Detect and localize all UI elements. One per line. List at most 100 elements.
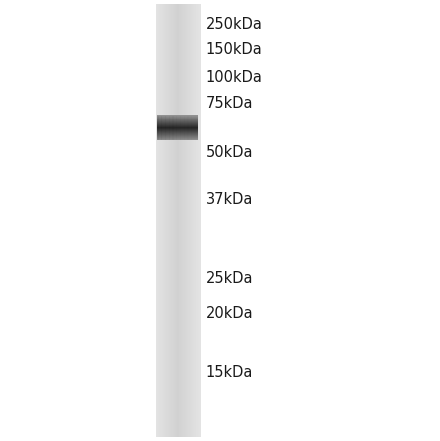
Bar [178, 4, 179, 437]
Bar [194, 116, 196, 140]
Bar [157, 137, 198, 138]
Bar [167, 116, 169, 140]
Text: 75kDa: 75kDa [206, 96, 253, 111]
Bar [165, 116, 167, 140]
Text: 250kDa: 250kDa [206, 17, 263, 32]
Bar [157, 120, 198, 121]
Bar [164, 116, 166, 140]
Bar [179, 4, 180, 437]
Bar [157, 4, 158, 437]
Bar [197, 4, 198, 437]
Bar [198, 4, 199, 437]
Bar [157, 123, 198, 124]
Bar [170, 4, 171, 437]
Bar [181, 4, 182, 437]
Text: 37kDa: 37kDa [206, 192, 253, 207]
Bar [157, 139, 198, 140]
Bar [176, 4, 177, 437]
Bar [190, 4, 191, 437]
Bar [190, 116, 192, 140]
Text: 150kDa: 150kDa [206, 42, 263, 57]
Bar [193, 4, 194, 437]
Bar [196, 4, 197, 437]
Bar [168, 4, 169, 437]
Bar [157, 133, 198, 135]
Bar [160, 116, 161, 140]
Bar [169, 4, 170, 437]
Bar [157, 138, 198, 139]
Bar [161, 4, 162, 437]
Bar [157, 136, 198, 137]
Bar [172, 116, 174, 140]
Bar [177, 4, 179, 437]
Bar [194, 4, 195, 437]
Bar [194, 4, 195, 437]
Bar [157, 117, 198, 118]
Bar [187, 116, 189, 140]
Bar [159, 4, 160, 437]
Bar [157, 130, 198, 131]
Text: 15kDa: 15kDa [206, 365, 253, 380]
Bar [199, 4, 200, 437]
Bar [179, 116, 181, 140]
Bar [184, 4, 185, 437]
Bar [182, 116, 183, 140]
Bar [192, 4, 193, 437]
Bar [162, 4, 164, 437]
Bar [175, 4, 176, 437]
Bar [171, 4, 172, 437]
Bar [191, 4, 192, 437]
Bar [174, 4, 176, 437]
Bar [165, 4, 167, 437]
Bar [191, 116, 193, 140]
Bar [157, 127, 198, 128]
Bar [157, 134, 198, 135]
Bar [157, 122, 198, 123]
Bar [187, 4, 188, 437]
Bar [195, 4, 196, 437]
Bar [173, 4, 175, 437]
Bar [157, 116, 159, 140]
Bar [161, 116, 163, 140]
Bar [157, 127, 198, 128]
Bar [157, 138, 198, 139]
Bar [172, 4, 173, 437]
Bar [157, 128, 198, 129]
Bar [157, 126, 198, 127]
Bar [157, 124, 198, 125]
Bar [168, 116, 170, 140]
Bar [159, 4, 161, 437]
Bar [157, 123, 198, 124]
Bar [180, 116, 182, 140]
Bar [157, 131, 198, 132]
Bar [157, 131, 198, 132]
Text: 50kDa: 50kDa [206, 145, 253, 160]
Bar [163, 4, 165, 437]
Bar [157, 129, 198, 130]
Bar [158, 4, 159, 437]
Bar [197, 4, 198, 437]
Bar [180, 4, 181, 437]
Bar [161, 4, 163, 437]
Bar [157, 116, 198, 117]
Bar [157, 128, 198, 129]
Bar [193, 116, 194, 140]
Bar [157, 116, 198, 117]
Bar [183, 116, 185, 140]
Bar [173, 4, 174, 437]
Bar [157, 118, 198, 119]
Bar [157, 122, 198, 123]
Text: 20kDa: 20kDa [206, 306, 253, 321]
Bar [158, 116, 160, 140]
Bar [157, 135, 198, 136]
Bar [178, 116, 180, 140]
Bar [176, 116, 178, 140]
Bar [157, 136, 198, 137]
Bar [175, 116, 176, 140]
Bar [167, 4, 168, 437]
Bar [157, 126, 198, 127]
Bar [191, 4, 192, 437]
Bar [185, 4, 186, 437]
Bar [182, 4, 183, 437]
Bar [186, 4, 187, 437]
